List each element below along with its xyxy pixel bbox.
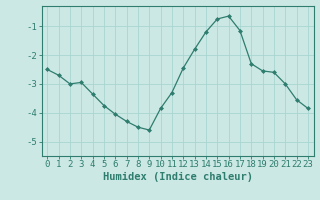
X-axis label: Humidex (Indice chaleur): Humidex (Indice chaleur) [103, 172, 252, 182]
